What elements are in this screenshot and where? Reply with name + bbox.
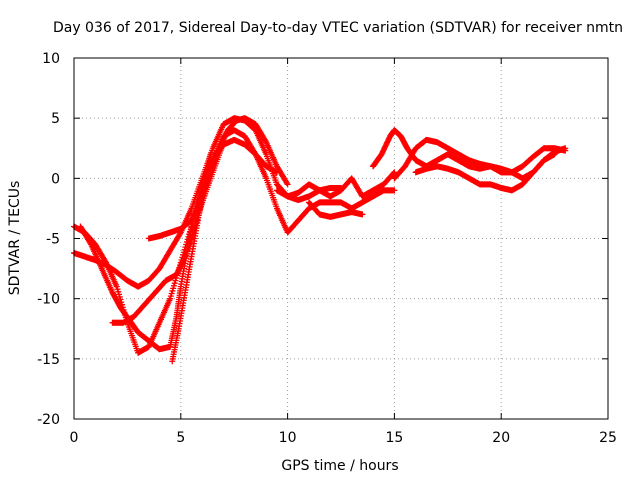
x-tick-label: 20 <box>492 430 510 446</box>
series-track-8 <box>305 199 366 220</box>
x-tick-label: 10 <box>279 430 297 446</box>
y-tick-label: 0 <box>51 171 60 187</box>
y-tick-label: 5 <box>51 111 60 127</box>
y-tick-label: -15 <box>37 352 60 368</box>
y-axis-label: SDTVAR / TECUs <box>7 181 23 296</box>
x-tick-label: 0 <box>70 430 79 446</box>
data-point <box>390 170 397 177</box>
y-tick-label: -10 <box>37 292 60 308</box>
data-point <box>359 211 366 218</box>
chart-title: Day 036 of 2017, Sidereal Day-to-day VTE… <box>53 20 623 36</box>
data-point <box>391 187 398 194</box>
data-points <box>71 115 569 365</box>
x-tick-label: 15 <box>385 430 403 446</box>
y-tick-label: -5 <box>46 232 60 248</box>
data-point <box>391 169 398 176</box>
data-point <box>220 139 227 146</box>
data-point <box>283 180 290 187</box>
series-track-6 <box>169 151 214 365</box>
series-track-7 <box>273 169 398 200</box>
data-point <box>87 240 94 247</box>
series-track-4 <box>109 115 291 326</box>
y-tick-label: 10 <box>42 51 60 67</box>
x-axis-ticks: 0 5 10 15 20 25 <box>70 58 617 446</box>
y-tick-label: -20 <box>37 412 60 428</box>
data-point <box>207 151 214 158</box>
data-point <box>284 181 291 188</box>
data-point <box>562 145 569 152</box>
y-axis-ticks: -20 -15 -10 -5 0 5 10 <box>37 51 608 428</box>
x-tick-label: 25 <box>599 430 617 446</box>
data-point <box>551 151 558 158</box>
x-axis-label: GPS time / hours <box>281 458 398 474</box>
series-track-11 <box>412 151 558 194</box>
x-tick-label: 5 <box>176 430 185 446</box>
data-point <box>262 137 269 144</box>
